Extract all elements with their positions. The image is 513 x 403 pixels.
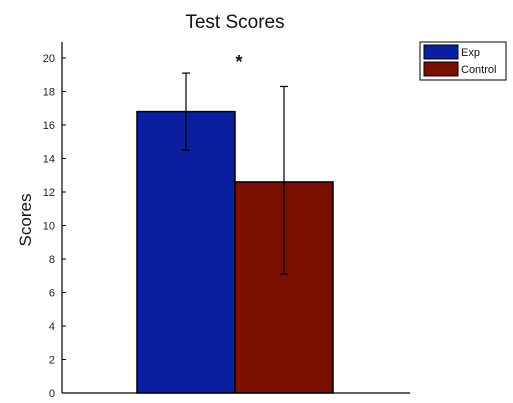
legend-swatch-control — [423, 61, 459, 77]
bar-exp — [136, 110, 236, 394]
chart-title: Test Scores — [185, 12, 284, 33]
legend-swatch-exp — [423, 44, 459, 60]
legend: Exp Control — [419, 41, 507, 81]
y-tick-label: 8 — [49, 254, 55, 266]
legend-label-control: Control — [461, 64, 496, 76]
y-tick-label: 14 — [43, 154, 55, 166]
y-axis-label: Scores — [16, 194, 35, 247]
y-tick-label: 16 — [43, 120, 55, 132]
legend-label-exp: Exp — [461, 47, 480, 59]
error-bars — [182, 72, 288, 275]
axes: 0 2 4 6 8 10 12 14 16 18 20 — [43, 42, 410, 400]
bars — [136, 110, 334, 394]
y-tick-label: 6 — [49, 288, 55, 300]
y-tick-label: 12 — [43, 187, 55, 199]
significance-marker: * — [235, 52, 242, 72]
y-tick-label: 18 — [43, 87, 55, 99]
y-tick-label: 4 — [49, 321, 55, 333]
y-tick-label: 2 — [49, 355, 55, 367]
y-tick-label: 20 — [43, 53, 55, 65]
bar-control — [234, 181, 334, 394]
y-tick-label: 10 — [43, 221, 55, 233]
y-tick-label: 0 — [49, 388, 55, 400]
